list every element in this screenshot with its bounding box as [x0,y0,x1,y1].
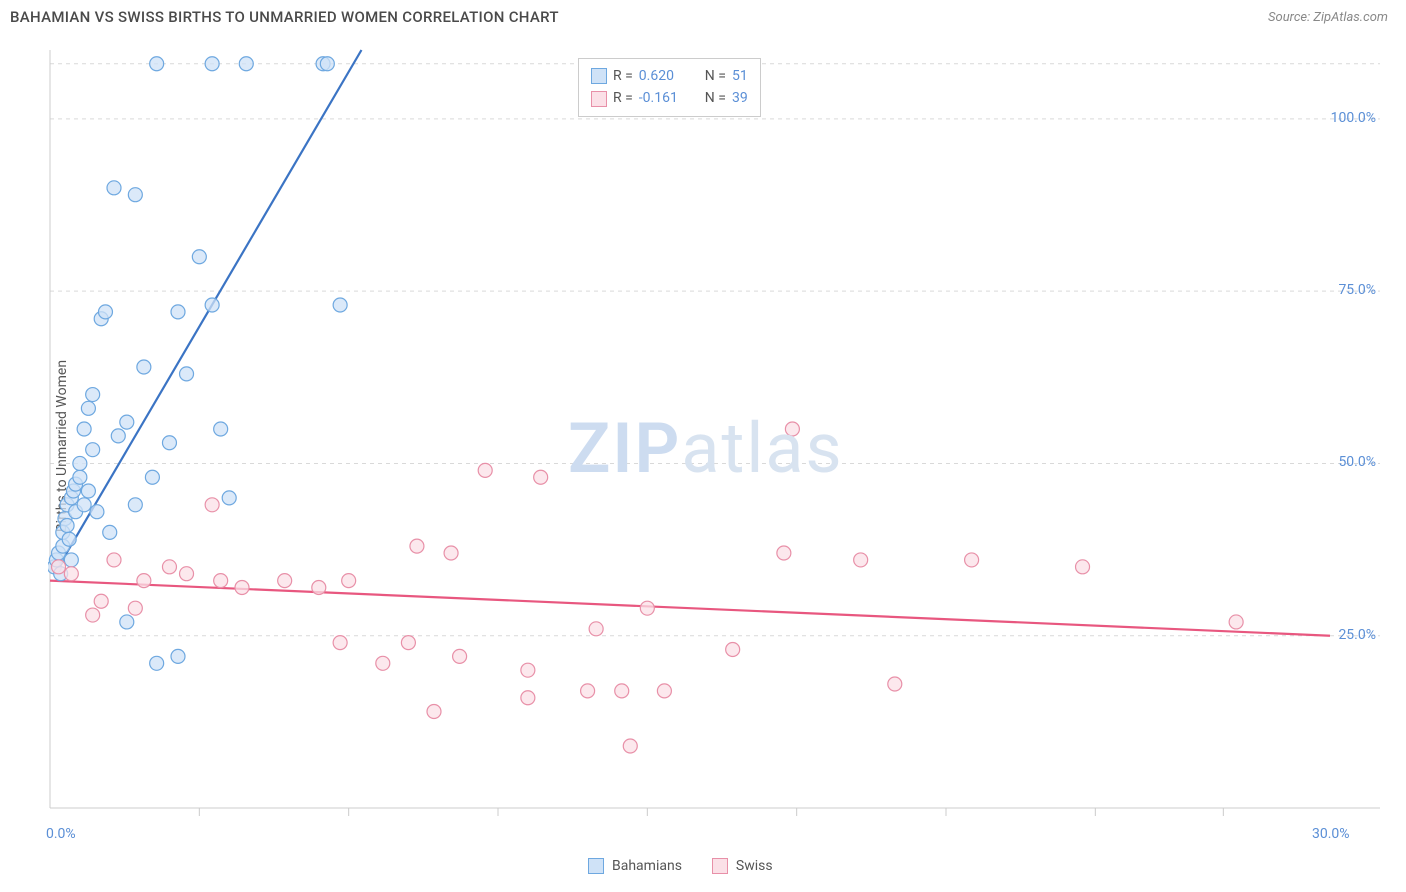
chart-area: Births to Unmarried Women ZIPatlas R =0.… [48,38,1388,838]
y-tick-label: 50.0% [1338,454,1376,470]
legend-item: Bahamians [588,858,682,874]
y-tick-label: 75.0% [1338,282,1376,298]
x-tick-label: 30.0% [1312,826,1350,842]
source-attribution: Source: ZipAtlas.com [1268,10,1388,25]
y-tick-label: 25.0% [1338,627,1376,643]
chart-title: BAHAMIAN VS SWISS BIRTHS TO UNMARRIED WO… [10,8,559,26]
series-swatch [588,858,604,874]
n-label: N = [705,65,726,87]
n-value: 39 [732,87,748,109]
chart-header: BAHAMIAN VS SWISS BIRTHS TO UNMARRIED WO… [0,0,1406,32]
series-swatch [712,858,728,874]
scatter-plot [48,38,1388,838]
r-value: -0.161 [639,87,689,109]
x-tick-label: 0.0% [46,826,76,842]
r-label: R = [613,65,633,87]
stats-legend-box: R = 0.620 N = 51 R = -0.161 N = 39 [578,58,761,117]
legend-label: Bahamians [612,858,682,874]
legend-item: Swiss [712,858,773,874]
series-legend: Bahamians Swiss [588,858,773,874]
stats-row: R = -0.161 N = 39 [591,87,748,109]
n-value: 51 [732,65,748,87]
series-swatch [591,91,607,107]
r-label: R = [613,87,633,109]
r-value: 0.620 [639,65,689,87]
y-tick-label: 100.0% [1331,110,1376,126]
legend-label: Swiss [736,858,773,874]
series-swatch [591,68,607,84]
stats-row: R = 0.620 N = 51 [591,65,748,87]
n-label: N = [705,87,726,109]
